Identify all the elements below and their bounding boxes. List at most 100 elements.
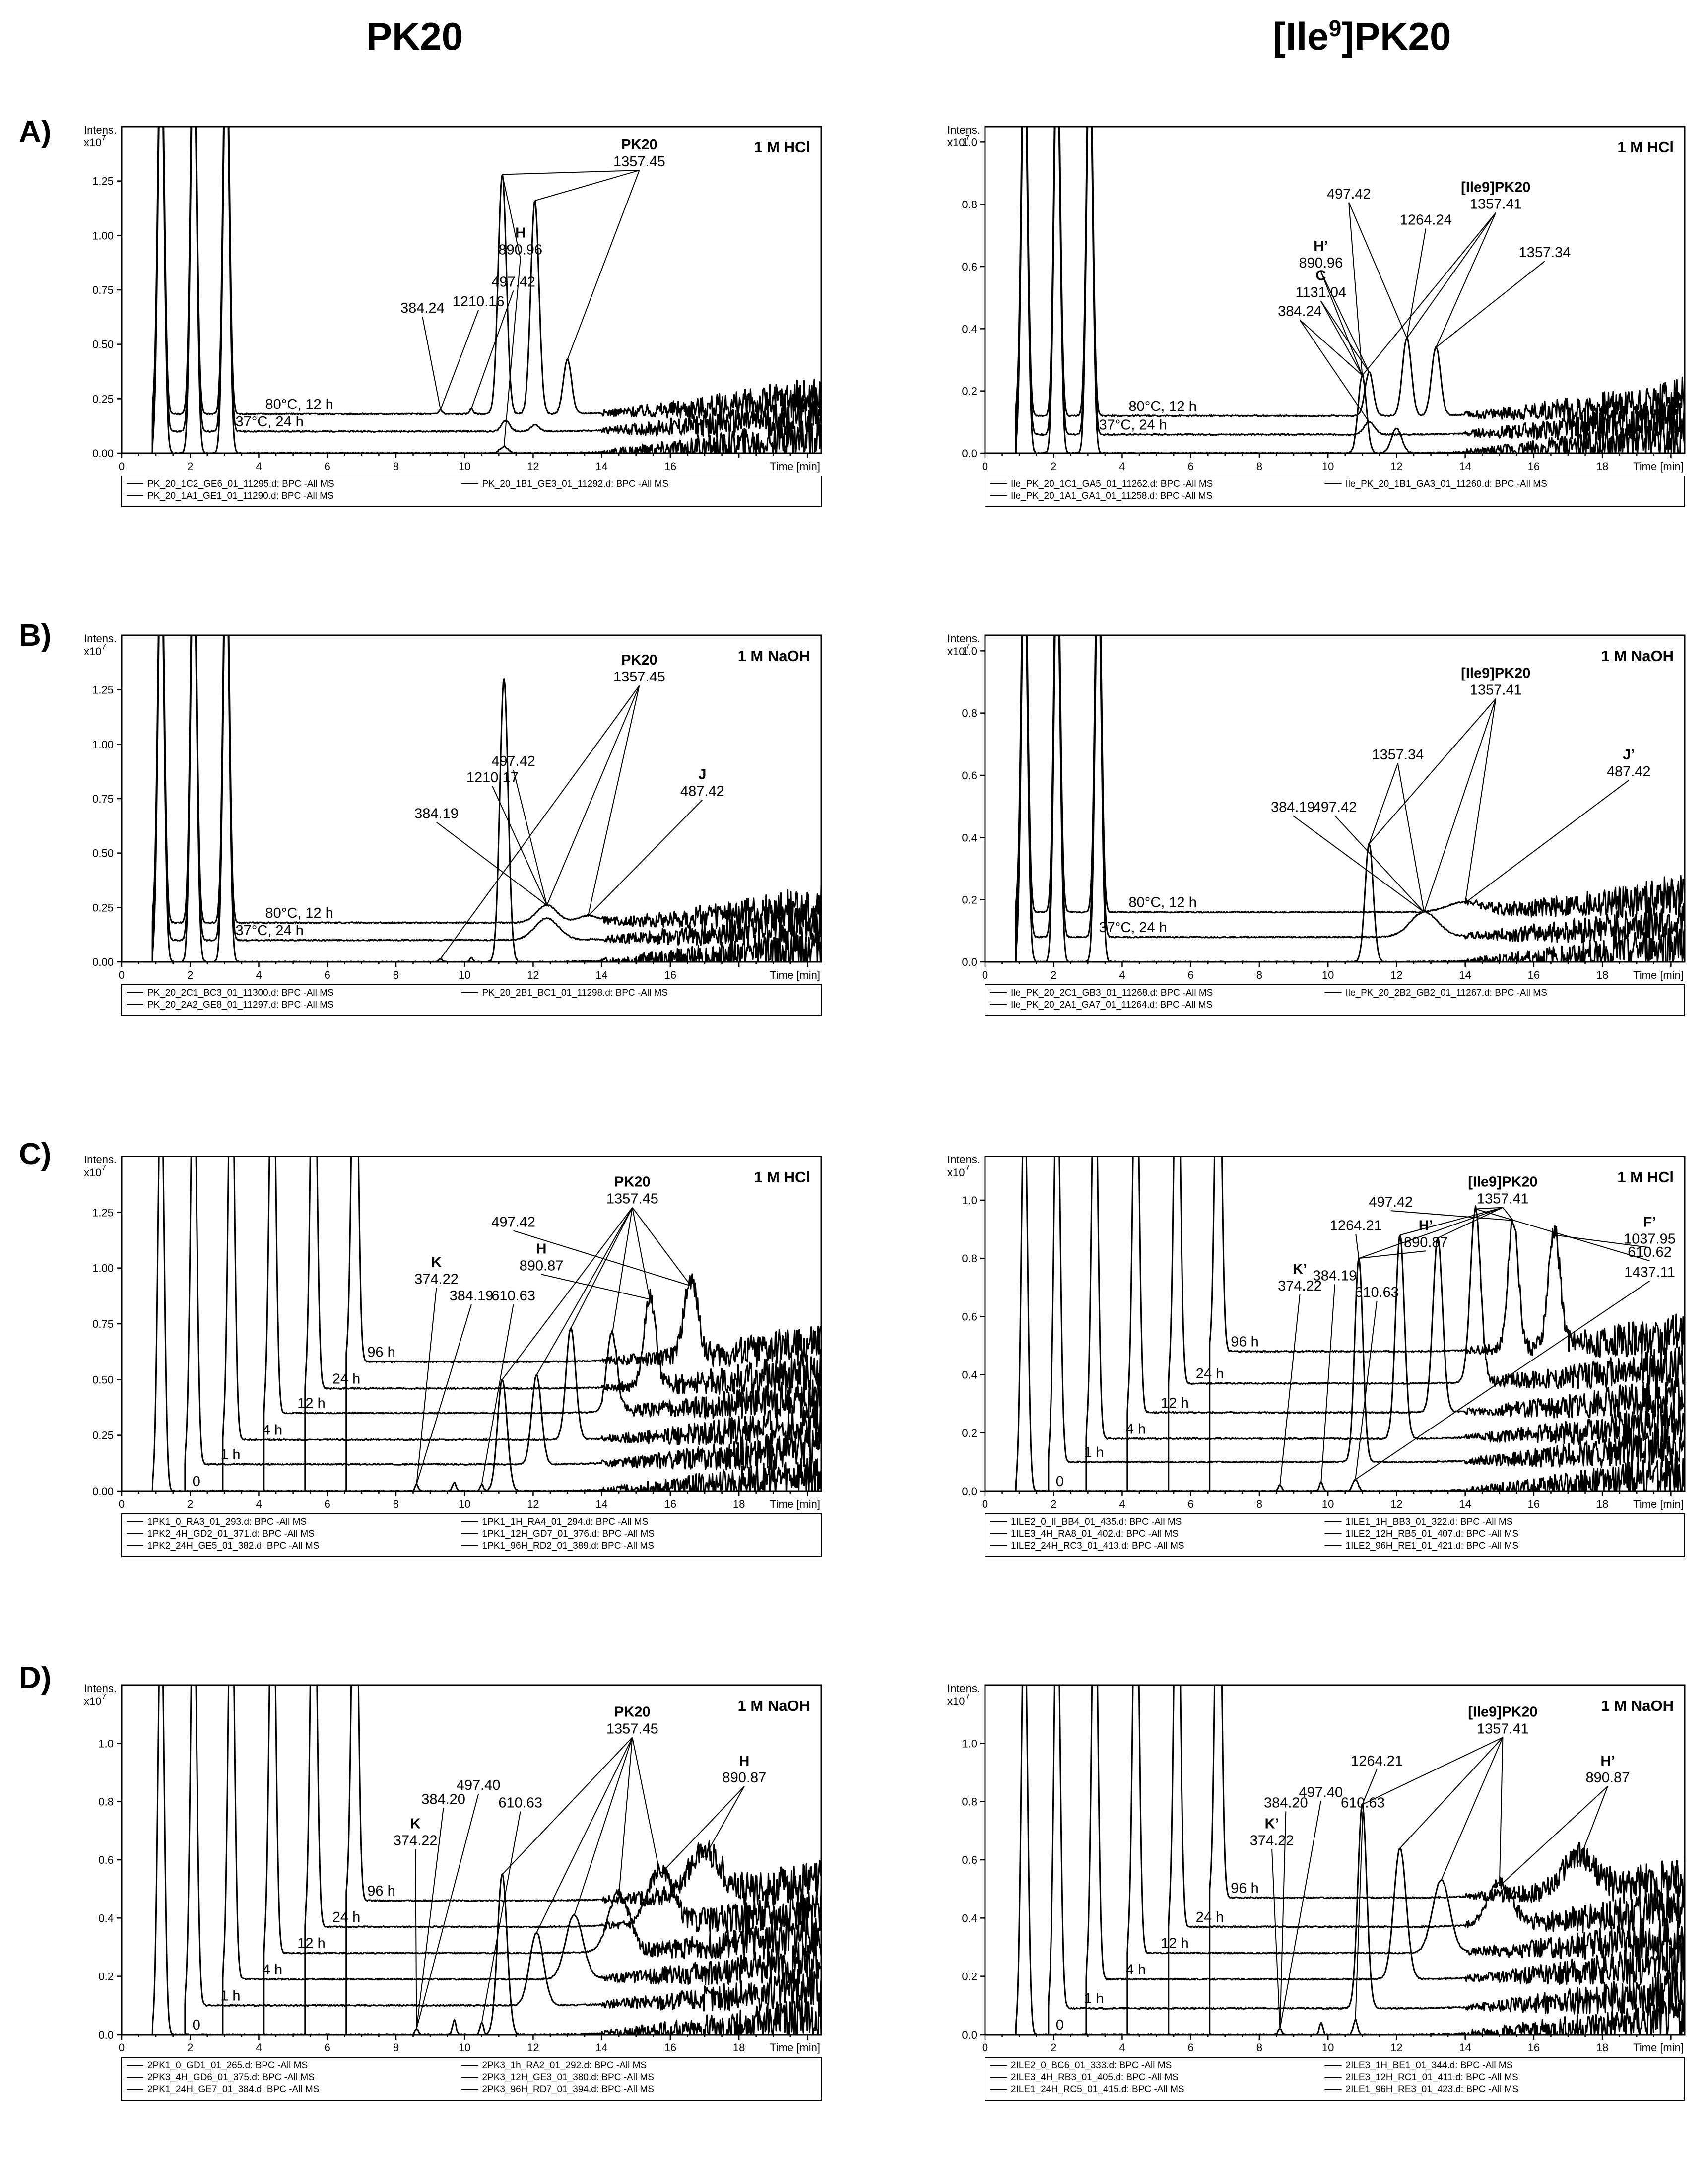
y-tick-label: 0.8	[962, 199, 977, 211]
x-tick-label: 12	[527, 1498, 539, 1510]
annotation-value: 487.42	[1607, 764, 1651, 780]
annotation-title: H’	[1419, 1218, 1433, 1233]
chart-C-left: Intens.x10 70.000.250.500.751.001.250 2 4 6 8…	[84, 1154, 822, 1557]
series-label: 4 h	[1126, 1962, 1146, 1978]
y-tick-label: 0.50	[92, 339, 114, 351]
legend-entry: 1PK1_12H_GD7_01_376.d: BPC -All MS	[482, 1529, 655, 1539]
annotation-title: PK20	[621, 652, 657, 668]
y-tick-label: 0.25	[92, 1429, 114, 1442]
x-axis-label: Time [min]	[1633, 969, 1684, 981]
annotation-leader	[1271, 1849, 1281, 2029]
series-label: 80°C, 12 h	[1128, 895, 1196, 911]
annotation-leader	[1465, 780, 1629, 903]
y-tick-label: 1.25	[92, 1206, 114, 1219]
legend-box	[121, 984, 822, 1016]
series-line	[122, 1157, 821, 1491]
legend-box	[121, 476, 822, 507]
annotation-title: J	[698, 767, 706, 783]
annotation-leader	[541, 1274, 650, 1300]
annotation-leader	[1475, 1207, 1503, 1210]
annotation-leader	[1355, 1811, 1364, 2020]
x-tick-label: 4	[1119, 1498, 1125, 1510]
x-tick-label: 10	[459, 1498, 470, 1510]
series-line	[985, 1157, 1685, 1491]
y-axis-exponent: x10	[947, 1695, 965, 1707]
annotation-leader	[513, 1230, 691, 1287]
y-tick-label: 0.0	[962, 2029, 977, 2041]
annotation-leader	[1359, 1250, 1426, 1259]
y-tick-label: 1.00	[92, 229, 114, 242]
x-tick-label: 6	[1188, 2041, 1194, 2054]
legend-entry: PK_20_2B1_BC1_01_11298.d: BPC -All MS	[482, 988, 668, 998]
series-line	[122, 1685, 821, 2035]
chart-B-left: Intens.x10 7 0.00 0.25 0.50 0.75 1.00 1.25 0 2 4 6 8…	[84, 632, 822, 1016]
annotation-leader	[502, 174, 521, 259]
x-tick-label: 0	[982, 2041, 988, 2054]
y-axis-exponent-power: 7	[102, 643, 106, 651]
x-tick-label: 10	[1322, 460, 1334, 473]
annotation-value: 890.87	[520, 1258, 564, 1274]
annotation-value: 1264.21	[1351, 1753, 1403, 1769]
series-label: 37°C, 24 h	[1099, 920, 1167, 936]
x-axis-label: Time [min]	[770, 1498, 820, 1510]
chart-C-right: Intens.x10 70.00.20.40.60.81.00 2 4 6 8 10 12 14…	[947, 1154, 1686, 1557]
annotation-leader	[1320, 300, 1370, 373]
annotation-leader	[534, 170, 640, 202]
y-tick-label: 0.4	[98, 1912, 114, 1924]
annotation-leader	[1355, 1300, 1378, 1480]
legend-box	[121, 2057, 822, 2101]
x-tick-label: 16	[664, 1498, 676, 1510]
annotation-value: 384.19	[450, 1288, 494, 1304]
annotation-leader	[1348, 202, 1363, 376]
legend-entry: 1PK2_4H_GD2_01_371.d: BPC -All MS	[147, 1529, 315, 1539]
annotation-value: 890.96	[1299, 255, 1343, 271]
annotation-value: 1037.95	[1624, 1231, 1676, 1247]
legend-entry: PK_20_2C1_BC3_01_11300.d: BPC -All MS	[147, 988, 334, 998]
legend-entry: Ile_PK_20_1B1_GA3_01_11260.d: BPC -All M…	[1346, 479, 1547, 489]
series-line	[985, 1157, 1685, 1491]
series-line	[122, 1685, 821, 2035]
y-axis-exponent: x10	[84, 645, 101, 658]
x-tick-label: 18	[1596, 460, 1608, 473]
y-axis-label: Intens.	[84, 124, 117, 136]
x-tick-label: 18	[733, 1498, 745, 1510]
x-tick-label: 16	[1528, 460, 1540, 473]
y-tick-label: 0.2	[98, 1971, 114, 1983]
annotation-title: [Ile9]PK20	[1468, 1704, 1537, 1720]
annotation-value: 384.24	[400, 300, 445, 316]
row-label-b: B)	[19, 618, 52, 653]
series-label: 1 h	[1084, 1444, 1104, 1460]
series-label: 80°C, 12 h	[1128, 399, 1196, 414]
x-tick-label: 18	[1596, 1498, 1608, 1510]
annotation-leader	[632, 1207, 651, 1299]
annotation-value: 1357.45	[613, 669, 665, 685]
annotation-value: 497.40	[457, 1777, 501, 1793]
legend-entry: 2ILE3_4H_RB3_01_405.d: BPC -All MS	[1011, 2072, 1179, 2083]
series-label: 12 h	[297, 1396, 325, 1412]
legend-entry: 1ILE2_96H_RE1_01_421.d: BPC -All MS	[1346, 1541, 1519, 1551]
y-tick-label: 0.50	[92, 1373, 114, 1386]
series-label: 1 h	[220, 1447, 240, 1463]
series-label: 1 h	[220, 1988, 240, 2004]
legend-entry: PK_20_1C2_GE6_01_11295.d: BPC -All MS	[147, 479, 334, 489]
y-axis-exponent-power: 7	[965, 1693, 970, 1701]
annotation-leader	[632, 1207, 692, 1287]
annotation-value: 1131.04	[1295, 284, 1346, 300]
annotation-value: 1357.45	[606, 1191, 658, 1207]
x-tick-label: 4	[256, 460, 262, 473]
annotation-value: 497.42	[1313, 799, 1357, 815]
row-label-d: D)	[19, 1661, 52, 1695]
annotation-leader	[1279, 1811, 1287, 2029]
annotation-leader	[1499, 1737, 1504, 1886]
x-tick-label: 16	[1528, 2041, 1540, 2054]
annotation-leader	[416, 1808, 444, 2029]
x-tick-label: 16	[1528, 1498, 1540, 1510]
annotation-title: [Ile9]PK20	[1461, 666, 1530, 681]
annotation-title: K	[431, 1254, 442, 1270]
annotation-value: 384.19	[1313, 1268, 1357, 1284]
series-label: 80°C, 12 h	[265, 905, 333, 921]
annotation-value: 384.24	[1278, 304, 1322, 320]
annotation-value: 890.87	[723, 1770, 767, 1786]
annotation-value: 1210.16	[453, 294, 505, 310]
annotation-value: 1264.21	[1330, 1218, 1382, 1233]
